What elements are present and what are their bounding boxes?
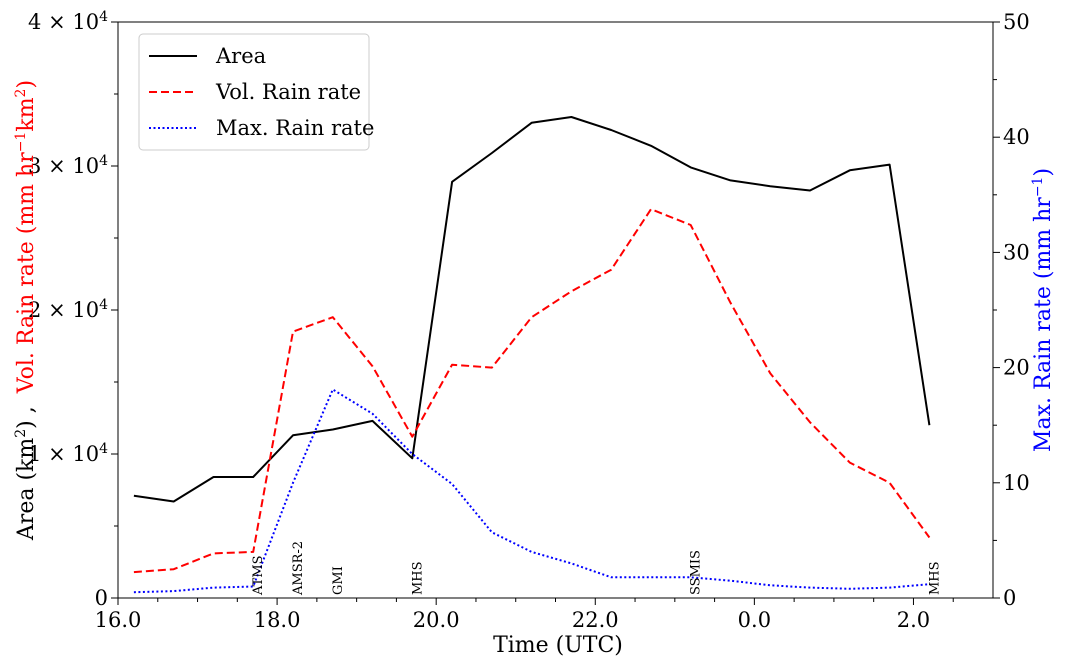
sensor-marker-label: ATMS [251, 555, 266, 596]
sensor-marker-label: MHS [927, 561, 942, 595]
left-tick-mantissa: 1 × 10 [28, 442, 99, 466]
left-tick-exponent: 4 [99, 297, 108, 313]
right-tick-label: 40 [1003, 125, 1030, 149]
right-axis-title-sup: −1 [1030, 177, 1046, 198]
right-axis-title-main: Max. Rain rate (mm hr [1031, 197, 1056, 452]
x-tick-label: 0.0 [738, 608, 771, 632]
x-tick-label: 2.0 [897, 608, 930, 632]
sensor-marker-label: SSMIS [689, 550, 704, 595]
sensor-marker-label: GMI [331, 566, 346, 595]
left-tick-exponent: 4 [99, 441, 108, 457]
left-tick-exponent: 4 [99, 9, 108, 25]
sensor-marker-label: MHS [410, 561, 425, 595]
series-line-vol-rain-rate [133, 208, 931, 574]
left-axis-title-vol-sup2: 2 [13, 89, 29, 98]
series-line-max-rain-rate [133, 388, 930, 594]
left-tick-mantissa: 4 × 10 [28, 10, 99, 34]
left-axis-title-vol: Vol. Rain rate (mm hr [14, 152, 39, 394]
left-tick-exponent: 4 [99, 153, 108, 169]
plot-area [133, 116, 931, 594]
right-tick-label: 50 [1003, 10, 1030, 34]
left-tick-label: 2 × 104 [28, 297, 108, 322]
x-tick-label: 22.0 [572, 608, 619, 632]
legend: Area Vol. Rain rate Max. Rain rate [138, 33, 374, 151]
left-tick-label: 3 × 104 [28, 153, 108, 178]
legend-box [138, 33, 370, 151]
left-axis-title-area-sup: 2 [13, 429, 29, 438]
left-axis-title-vol-sup1: −1 [13, 132, 29, 153]
x-axis-title: Time (UTC) [493, 633, 623, 658]
right-axis-title-end: ) [1031, 168, 1056, 177]
legend-label-max-rain-rate: Max. Rain rate [216, 116, 374, 140]
x-tick-label: 20.0 [413, 608, 460, 632]
left-tick-label: 0 [95, 586, 108, 610]
x-tick-label: 16.0 [95, 608, 142, 632]
legend-label-vol-rain-rate: Vol. Rain rate [215, 80, 361, 104]
left-tick-mantissa: 2 × 10 [28, 298, 99, 322]
left-tick-mantissa: 3 × 10 [28, 154, 99, 178]
right-tick-label: 10 [1003, 471, 1030, 495]
right-tick-label: 0 [1003, 586, 1016, 610]
left-axis-title-vol-mid: km [14, 97, 39, 131]
left-axis-title-vol-end: ) [14, 80, 39, 89]
x-tick-label: 18.0 [254, 608, 301, 632]
left-axis-title: Area (km2) , Vol. Rain rate (mm hr−1km2) [13, 80, 39, 541]
left-tick-label: 1 × 104 [28, 441, 108, 466]
sensor-marker-label: AMSR-2 [291, 541, 306, 596]
left-tick-mantissa: 0 [95, 586, 108, 610]
legend-label-area: Area [215, 44, 266, 68]
series-line-area [133, 116, 931, 503]
right-axis-title: Max. Rain rate (mm hr−1) [1030, 168, 1056, 452]
left-tick-label: 4 × 104 [28, 9, 108, 34]
right-tick-label: 20 [1003, 356, 1030, 380]
right-tick-label: 30 [1003, 240, 1030, 264]
left-axis-title-area-end: ) , [14, 406, 39, 429]
left-axis-title-area: Area (km [14, 438, 39, 541]
